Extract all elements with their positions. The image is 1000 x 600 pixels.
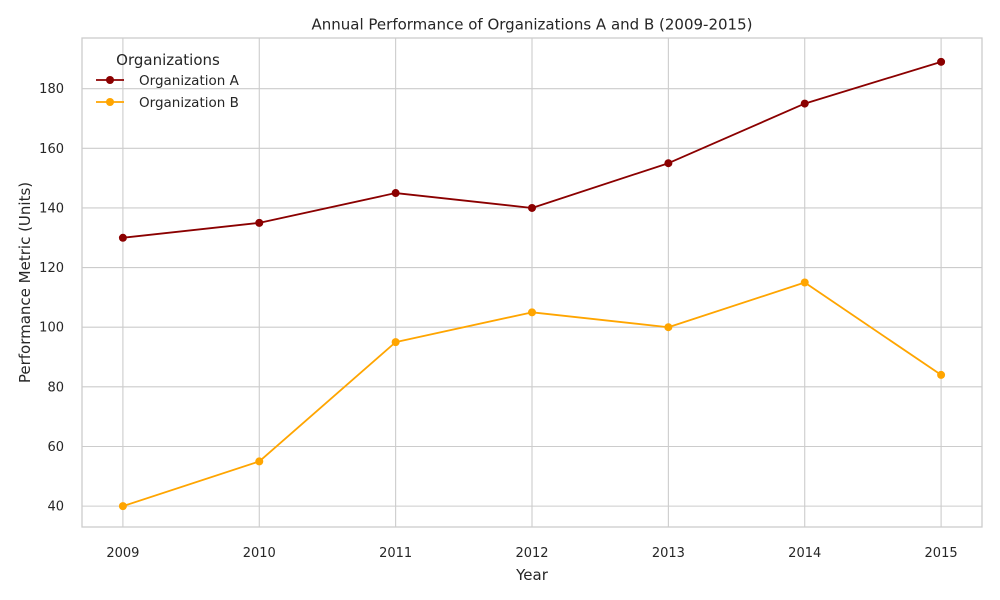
data-point xyxy=(937,370,946,379)
data-point xyxy=(118,502,127,511)
legend-item: Organization A xyxy=(96,73,240,89)
chart-title: Annual Performance of Organizations A an… xyxy=(312,16,753,34)
legend-label: Organization B xyxy=(139,95,239,111)
y-tick-label: 120 xyxy=(39,261,64,276)
legend-marker xyxy=(106,98,114,106)
data-point xyxy=(664,159,673,168)
x-tick-label: 2013 xyxy=(652,546,685,561)
x-tick-label: 2010 xyxy=(243,546,276,561)
data-point xyxy=(255,218,264,227)
series-organization-a xyxy=(118,57,946,242)
gridlines xyxy=(82,38,982,527)
x-tick-label: 2012 xyxy=(515,546,548,561)
data-point xyxy=(528,308,536,317)
x-tick-label: 2014 xyxy=(788,546,821,561)
legend: Organizations Organization A Organization… xyxy=(96,51,240,111)
legend-item: Organization B xyxy=(96,95,239,111)
x-tick-label: 2009 xyxy=(106,546,139,561)
x-axis-label: Year xyxy=(515,566,549,584)
data-point xyxy=(800,278,809,287)
legend-label: Organization A xyxy=(139,73,240,89)
data-point xyxy=(800,99,809,108)
tick-labels: 2009 2010 2011 2012 2013 2014 2015 40 60 80 100 120… xyxy=(39,82,957,561)
x-tick-label: 2011 xyxy=(379,546,412,561)
y-tick-label: 100 xyxy=(39,321,64,336)
y-tick-label: 60 xyxy=(47,440,64,455)
data-point xyxy=(937,57,946,66)
y-tick-label: 140 xyxy=(39,201,64,216)
legend-title: Organizations xyxy=(116,51,220,69)
data-point xyxy=(664,323,673,332)
y-tick-label: 40 xyxy=(47,500,64,515)
x-tick-label: 2015 xyxy=(925,546,958,561)
y-tick-label: 160 xyxy=(39,142,64,157)
data-point xyxy=(391,338,400,347)
y-tick-label: 180 xyxy=(39,82,64,97)
data-point xyxy=(255,457,264,466)
data-point xyxy=(118,233,127,242)
plot-frame xyxy=(81,37,983,528)
series-layer xyxy=(118,57,946,511)
y-axis-label: Performance Metric (Units) xyxy=(16,182,34,383)
data-point xyxy=(528,203,536,212)
series-organization-b xyxy=(118,278,946,511)
y-tick-label: 80 xyxy=(47,380,64,395)
data-point xyxy=(391,189,400,198)
legend-marker xyxy=(106,76,114,84)
